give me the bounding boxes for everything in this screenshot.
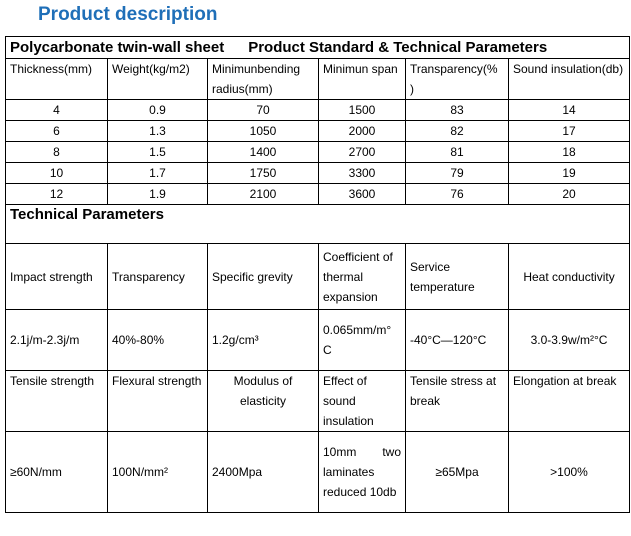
tech-value-cell: 2400Mpa bbox=[207, 431, 319, 513]
technical-title-row: Technical Parameters bbox=[4, 204, 631, 244]
table-row: 4 0.9 70 1500 83 14 bbox=[5, 99, 631, 121]
tech-value-cell: >100% bbox=[507, 431, 631, 513]
tech-header-cell: Specific grevity bbox=[207, 243, 319, 310]
table-cell: 76 bbox=[405, 183, 509, 205]
table-cell: 3300 bbox=[318, 162, 406, 184]
table-cell: 1.3 bbox=[107, 120, 208, 142]
tech-header-cell: Flexural strength bbox=[107, 370, 208, 432]
tech-header-row: Impact strength Transparency Specific gr… bbox=[5, 243, 631, 310]
header-cell: Sound insulation(db) bbox=[507, 58, 631, 100]
table-cell: 19 bbox=[507, 162, 631, 184]
tech-value-row: 2.1j/m-2.3j/m 40%-80% 1.2g/cm³ 0.065mm/m… bbox=[5, 309, 631, 371]
standard-header-row: Thickness(mm) Weight(kg/m2) Minimunbendi… bbox=[5, 58, 631, 100]
table-cell: 1500 bbox=[318, 99, 406, 121]
tech-value-row: ≥60N/mm 100N/mm² 2400Mpa 10mm two lamina… bbox=[5, 431, 631, 513]
tech-header-cell: Impact strength bbox=[5, 243, 108, 310]
table-cell: 12 bbox=[5, 183, 108, 205]
table-cell: 10 bbox=[5, 162, 108, 184]
table-row: 6 1.3 1050 2000 82 17 bbox=[5, 120, 631, 142]
page-title: Product description bbox=[38, 4, 218, 25]
table-cell: 81 bbox=[405, 141, 509, 163]
table-row: 8 1.5 1400 2700 81 18 bbox=[5, 141, 631, 163]
table-title-row: Polycarbonate twin-wall sheet Product Sta… bbox=[4, 36, 631, 59]
tech-header-cell: Service temperature bbox=[405, 243, 509, 310]
table-cell: 2100 bbox=[207, 183, 319, 205]
table-cell: 1050 bbox=[207, 120, 319, 142]
table-cell: 1.9 bbox=[107, 183, 208, 205]
table-cell: 18 bbox=[507, 141, 631, 163]
tech-header-cell: Coefficient of thermal expansion bbox=[318, 243, 406, 310]
table-cell: 1400 bbox=[207, 141, 319, 163]
tech-value-cell: 1.2g/cm³ bbox=[207, 309, 319, 371]
spec-table: Polycarbonate twin-wall sheet Product Sta… bbox=[4, 36, 631, 513]
tech-value-cell: 3.0-3.9w/m²°C bbox=[507, 309, 631, 371]
tech-value-cell: 0.065mm/m° C bbox=[318, 309, 406, 371]
tech-value-cell: 10mm two laminates reduced 10db bbox=[318, 431, 406, 513]
tech-header-row: Tensile strength Flexural strength Modul… bbox=[5, 370, 631, 432]
table-row: 10 1.7 1750 3300 79 19 bbox=[5, 162, 631, 184]
tech-value-cell: ≥60N/mm bbox=[5, 431, 108, 513]
technical-parameters-title: Technical Parameters bbox=[4, 204, 631, 244]
table-cell: 70 bbox=[207, 99, 319, 121]
table-cell: 83 bbox=[405, 99, 509, 121]
table-cell: 82 bbox=[405, 120, 509, 142]
table-cell: 1750 bbox=[207, 162, 319, 184]
table-title-left: Polycarbonate twin-wall sheet bbox=[10, 39, 225, 56]
tech-header-cell: Heat conductivity bbox=[507, 243, 631, 310]
tech-value-cell: 2.1j/m-2.3j/m bbox=[5, 309, 108, 371]
tech-value-cell: ≥65Mpa bbox=[405, 431, 509, 513]
header-cell: Minimun span bbox=[318, 58, 406, 100]
table-cell: 79 bbox=[405, 162, 509, 184]
table-cell: 2000 bbox=[318, 120, 406, 142]
tech-header-cell: Elongation at break bbox=[507, 370, 631, 432]
table-cell: 1.5 bbox=[107, 141, 208, 163]
table-row: 12 1.9 2100 3600 76 20 bbox=[5, 183, 631, 205]
table-cell: 14 bbox=[507, 99, 631, 121]
header-cell: Transparency(% ) bbox=[405, 58, 509, 100]
tech-value-cell: -40°C—120°C bbox=[405, 309, 509, 371]
table-cell: 0.9 bbox=[107, 99, 208, 121]
tech-value-cell: 100N/mm² bbox=[107, 431, 208, 513]
table-title-right: Product Standard & Technical Parameters bbox=[248, 39, 548, 56]
tech-header-cell: Tensile stress at break bbox=[405, 370, 509, 432]
tech-header-cell: Transparency bbox=[107, 243, 208, 310]
table-cell: 6 bbox=[5, 120, 108, 142]
tech-header-cell: Modulus of elasticity bbox=[207, 370, 319, 432]
tech-header-cell: Tensile strength bbox=[5, 370, 108, 432]
table-cell: 3600 bbox=[318, 183, 406, 205]
table-cell: 17 bbox=[507, 120, 631, 142]
tech-value-cell: 40%-80% bbox=[107, 309, 208, 371]
table-cell: 4 bbox=[5, 99, 108, 121]
table-cell: 20 bbox=[507, 183, 631, 205]
table-cell: 1.7 bbox=[107, 162, 208, 184]
header-cell: Minimunbending radius(mm) bbox=[207, 58, 319, 100]
table-title: Polycarbonate twin-wall sheet Product Sta… bbox=[4, 36, 631, 59]
table-cell: 2700 bbox=[318, 141, 406, 163]
header-cell: Weight(kg/m2) bbox=[107, 58, 208, 100]
tech-header-cell: Effect of sound insulation bbox=[318, 370, 406, 432]
table-cell: 8 bbox=[5, 141, 108, 163]
header-cell: Thickness(mm) bbox=[5, 58, 108, 100]
